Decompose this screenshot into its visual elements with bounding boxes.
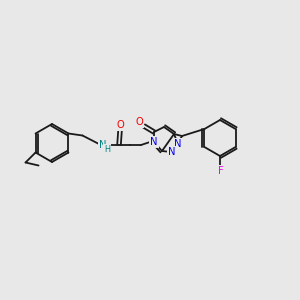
Text: F: F — [218, 166, 224, 176]
Text: O: O — [135, 117, 143, 127]
Text: N: N — [99, 140, 107, 150]
Text: H: H — [104, 145, 110, 154]
Text: N: N — [150, 137, 158, 147]
Text: N: N — [168, 147, 176, 157]
Text: O: O — [116, 120, 124, 130]
Text: N: N — [174, 139, 182, 149]
